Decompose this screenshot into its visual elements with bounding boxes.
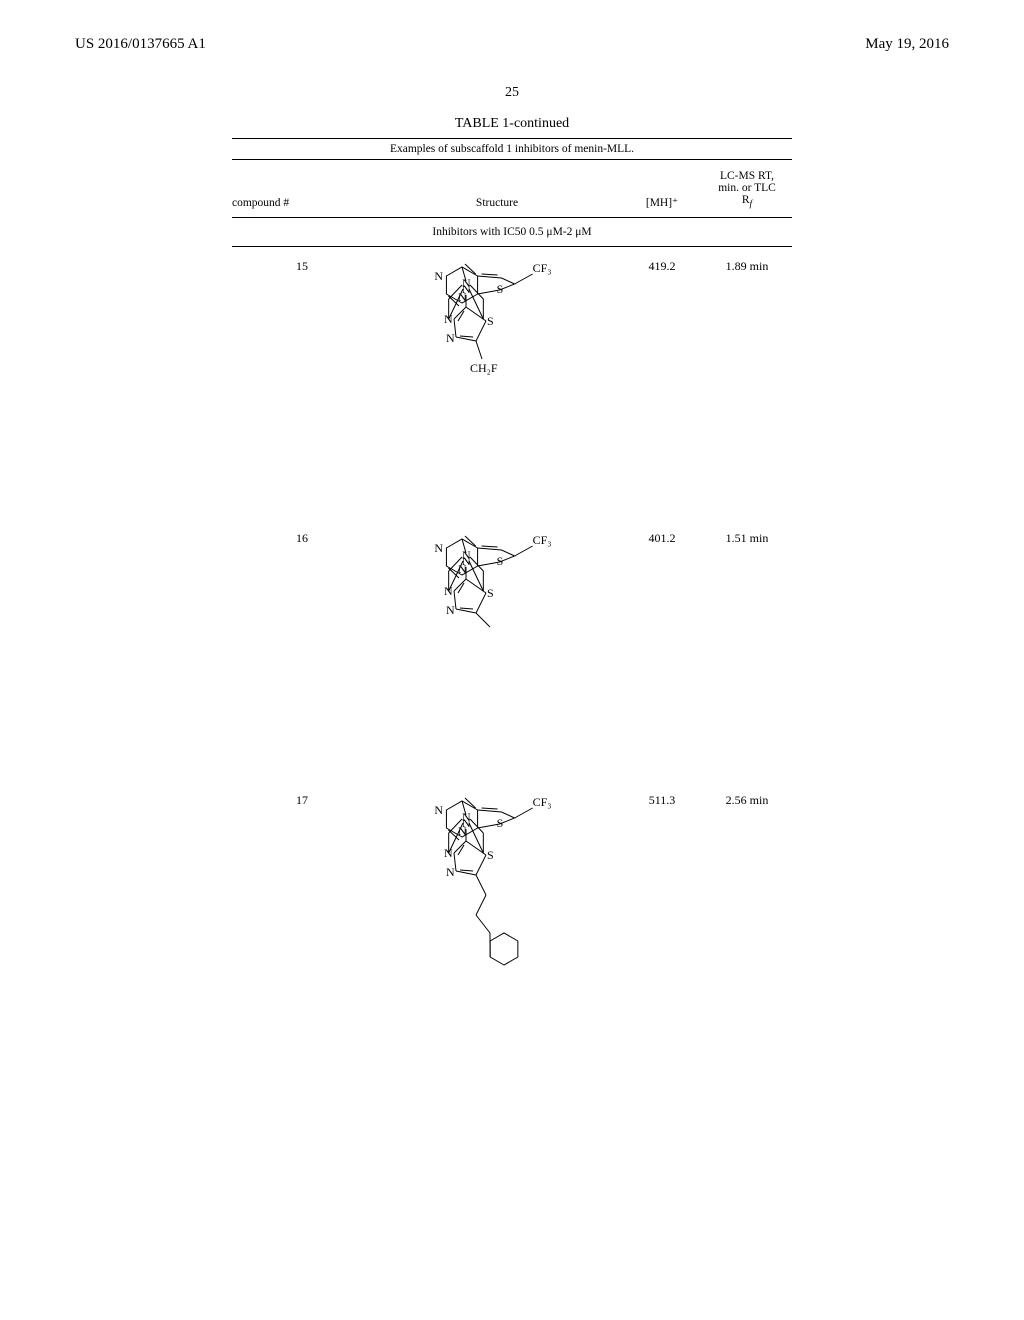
svg-text:N: N <box>444 846 453 860</box>
mh-value: 401.2 <box>622 525 702 546</box>
svg-text:N: N <box>444 312 453 326</box>
mh-value: 511.3 <box>622 787 702 808</box>
svg-text:N: N <box>446 865 455 879</box>
rt-value: 1.89 min <box>702 253 792 274</box>
page-number: 25 <box>70 85 954 101</box>
svg-text:CF₃: CF₃ <box>533 795 552 809</box>
svg-text:N: N <box>434 269 443 283</box>
col-compound-header: compound # <box>232 197 372 209</box>
structure-cell: NNSCF₃NNNNSCH₂F <box>372 253 622 513</box>
svg-text:N: N <box>434 541 443 555</box>
section-heading: Inhibitors with IC50 0.5 μM-2 μM <box>232 226 792 238</box>
structure-svg: NNSCF₃NNNNS <box>397 787 597 1127</box>
svg-text:N: N <box>446 331 455 345</box>
table-row: 16 NNSCF₃NNNNS 401.2 1.51 min <box>232 525 792 775</box>
svg-text:CH₂F: CH₂F <box>470 361 498 375</box>
compound-number: 17 <box>232 787 372 808</box>
rt-value: 1.51 min <box>702 525 792 546</box>
svg-text:N: N <box>462 554 471 568</box>
svg-text:N: N <box>446 603 455 617</box>
column-headers: compound # Structure [MH]⁺ LC-MS RT, min… <box>232 166 792 213</box>
rt-line3: R <box>742 194 750 206</box>
structure-svg: NNSCF₃NNNNSCH₂F <box>397 253 597 513</box>
table-rule-1 <box>232 159 792 160</box>
table-rule-2 <box>232 217 792 218</box>
svg-text:S: S <box>487 586 494 600</box>
table-row: 15 NNSCF₃NNNNSCH₂F 419.2 1.89 min <box>232 253 792 513</box>
rt-line2: min. or TLC <box>718 182 776 194</box>
col-structure-header: Structure <box>372 197 622 209</box>
compound-number: 15 <box>232 253 372 274</box>
svg-text:N: N <box>444 584 453 598</box>
structure-cell: NNSCF₃NNNNS <box>372 787 622 1127</box>
table-caption: Examples of subscaffold 1 inhibitors of … <box>232 143 792 155</box>
mh-value: 419.2 <box>622 253 702 274</box>
col-rt-header: LC-MS RT, min. or TLC Rf <box>702 170 792 209</box>
svg-text:S: S <box>497 282 504 296</box>
table-rule-top <box>232 138 792 139</box>
svg-text:CF₃: CF₃ <box>533 261 552 275</box>
rt-value: 2.56 min <box>702 787 792 808</box>
structure-cell: NNSCF₃NNNNS <box>372 525 622 775</box>
svg-text:N: N <box>462 816 471 830</box>
svg-text:S: S <box>497 816 504 830</box>
page: US 2016/0137665 A1 May 19, 2016 25 TABLE… <box>0 0 1024 1320</box>
table-rule-3 <box>232 246 792 247</box>
structure-svg: NNSCF₃NNNNS <box>397 525 597 775</box>
svg-text:S: S <box>497 554 504 568</box>
rt-sub: f <box>750 198 753 209</box>
table-row: 17 NNSCF₃NNNNS 511.3 2.56 min <box>232 787 792 1127</box>
compound-number: 16 <box>232 525 372 546</box>
svg-text:N: N <box>434 803 443 817</box>
table-title: TABLE 1-continued <box>232 116 792 132</box>
col-mh-header: [MH]⁺ <box>622 195 702 209</box>
rt-line1: LC-MS RT, <box>720 170 774 182</box>
svg-text:N: N <box>462 282 471 296</box>
header-pub-number: US 2016/0137665 A1 <box>75 36 206 53</box>
svg-text:CF₃: CF₃ <box>533 533 552 547</box>
rows-container: 15 NNSCF₃NNNNSCH₂F 419.2 1.89 min 16 NNS… <box>232 253 792 1127</box>
header-pub-date: May 19, 2016 <box>865 36 949 53</box>
svg-text:S: S <box>487 314 494 328</box>
table-wrapper: TABLE 1-continued Examples of subscaffol… <box>232 116 792 1127</box>
svg-text:S: S <box>487 848 494 862</box>
